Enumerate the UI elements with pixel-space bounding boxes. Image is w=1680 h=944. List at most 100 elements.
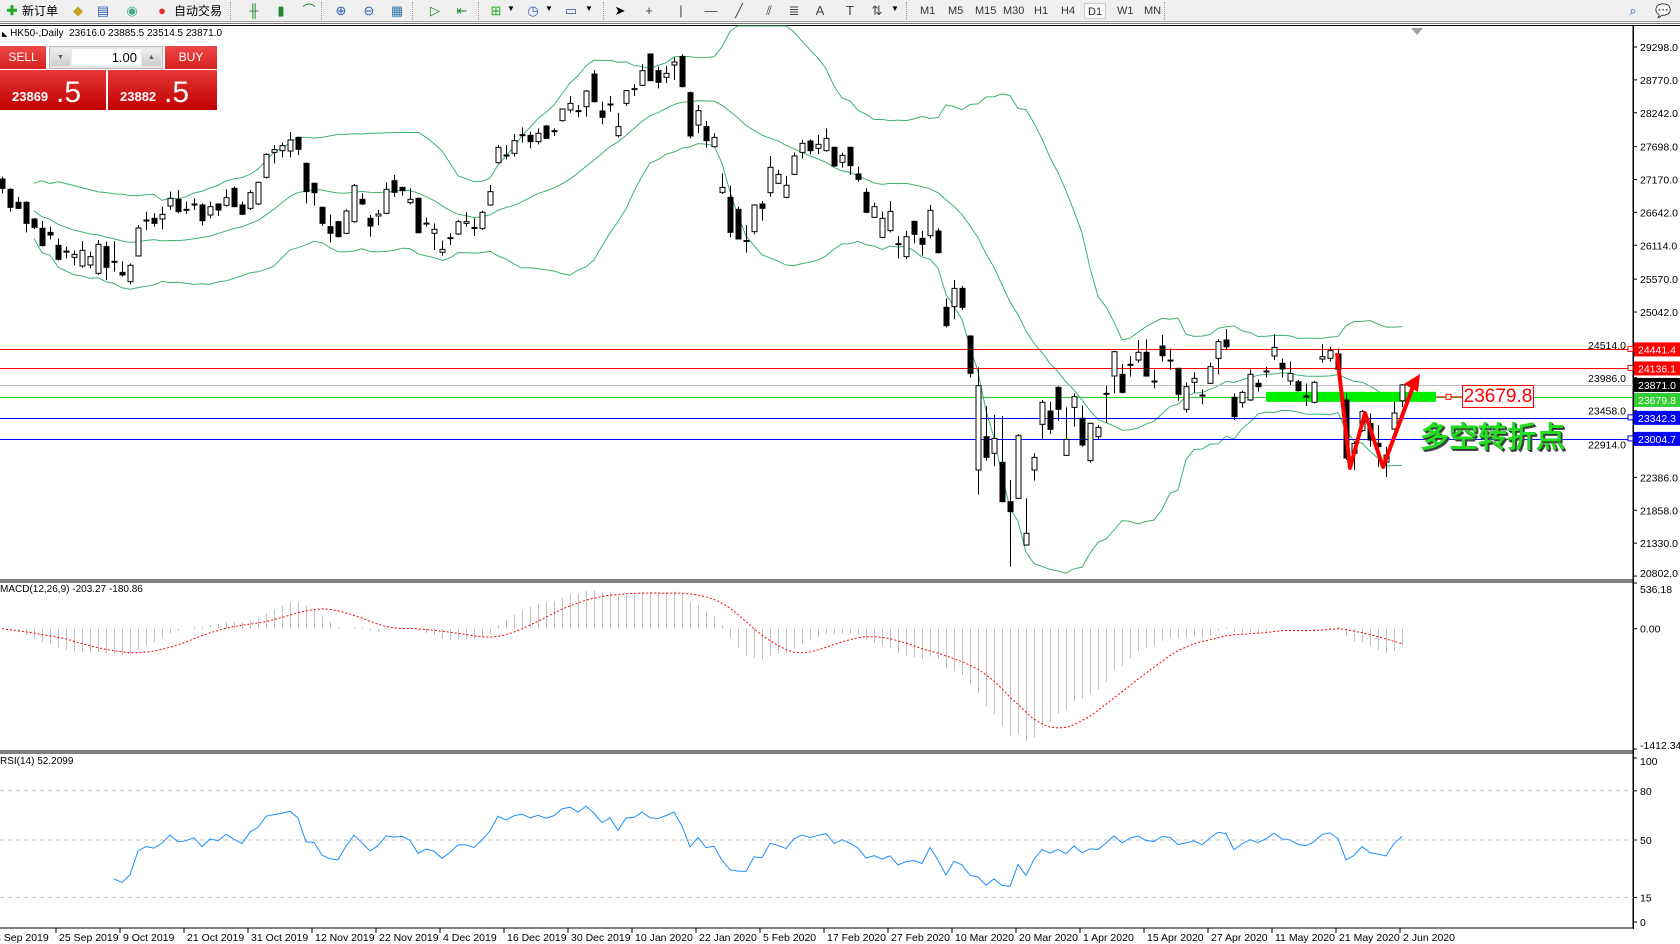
- candle-bullish: [1327, 350, 1334, 359]
- level-price-label[interactable]: 23679.8: [1462, 385, 1534, 408]
- lot-size-input[interactable]: 1.00: [72, 49, 141, 66]
- dropdown-arrow-icon[interactable]: ▼: [545, 4, 553, 13]
- increase-lot-button[interactable]: ▲: [142, 49, 161, 66]
- timeframe-m30[interactable]: M30: [1003, 5, 1025, 17]
- support-resistance-zone[interactable]: [1266, 391, 1436, 402]
- line-handle[interactable]: [1627, 345, 1634, 352]
- candle-bullish: [71, 253, 78, 258]
- timeframe-h1[interactable]: H1: [1034, 5, 1049, 17]
- price-tick-label: 21858.0: [1640, 505, 1678, 517]
- candle-bullish: [167, 197, 174, 207]
- line-chart-icon[interactable]: ⌒: [302, 3, 316, 18]
- fibonacci-icon[interactable]: ≣: [788, 3, 800, 18]
- chat-icon[interactable]: 💬: [1655, 3, 1672, 18]
- vertical-line-icon[interactable]: |: [679, 3, 683, 18]
- arrows-icon[interactable]: ⇅: [871, 3, 883, 18]
- timeframe-mn[interactable]: MN: [1144, 5, 1162, 17]
- dropdown-arrow-icon[interactable]: ▼: [891, 4, 899, 13]
- candle-bearish: [23, 201, 30, 224]
- templates-icon[interactable]: ▭: [564, 3, 578, 18]
- candlestick-icon[interactable]: ▮: [277, 3, 285, 18]
- turning-point-annotation[interactable]: 多空转折点: [1420, 420, 1566, 454]
- text-label-icon[interactable]: T: [846, 3, 854, 18]
- collapse-triangle-icon[interactable]: ◣: [2, 31, 8, 38]
- toolbar-separator: [412, 2, 414, 20]
- timeframe-w1[interactable]: W1: [1117, 5, 1134, 17]
- navigator-icon[interactable]: ▤: [96, 3, 110, 18]
- text-icon[interactable]: A: [815, 3, 825, 18]
- candle-bullish: [823, 137, 830, 152]
- indicators-icon[interactable]: ⊞: [490, 3, 502, 18]
- candle-bearish: [935, 230, 942, 254]
- price-tick-label: 26114.0: [1640, 240, 1677, 252]
- timeframe-m1[interactable]: M1: [920, 5, 936, 17]
- candle-bearish: [423, 222, 430, 225]
- toolbar-separator: [478, 2, 480, 20]
- timeframe-h4[interactable]: H4: [1061, 5, 1076, 17]
- periods-icon[interactable]: ◷: [527, 3, 539, 18]
- candle-bullish: [1111, 351, 1118, 377]
- macd-axis-label: 536.18: [1640, 584, 1672, 596]
- zoom-out-icon[interactable]: ⊖: [363, 3, 375, 18]
- chart-shift-marker-icon[interactable]: [1411, 28, 1423, 35]
- bar-chart-icon[interactable]: ╫: [249, 3, 259, 18]
- time-axis-label: 10 Mar 2020: [955, 932, 1014, 944]
- line-handle[interactable]: [1627, 364, 1634, 371]
- auto-trading-button[interactable]: 自动交易: [174, 4, 223, 18]
- candle-bullish: [1303, 395, 1310, 398]
- new-order-button[interactable]: 新订单: [22, 4, 59, 18]
- candle-bullish: [663, 72, 670, 78]
- label-anchor-handle[interactable]: [1445, 393, 1452, 400]
- candle-bullish: [767, 166, 774, 194]
- sell-button[interactable]: SELL: [0, 46, 46, 69]
- rsi-axis-label: 50: [1640, 835, 1652, 847]
- timeframe-m15[interactable]: M15: [975, 5, 997, 17]
- price-label-bg: [1634, 392, 1680, 407]
- sell-price-button[interactable]: 23869 .5: [0, 70, 106, 110]
- candle-bullish: [1319, 356, 1326, 360]
- candle-bullish: [1087, 422, 1094, 462]
- trendline-icon[interactable]: ╱: [735, 3, 743, 18]
- timeframe-m5[interactable]: M5: [948, 5, 964, 17]
- chart-shift-icon[interactable]: ⇤: [456, 3, 468, 18]
- candle-bullish: [711, 136, 718, 148]
- time-axis-label: 27 Feb 2020: [891, 932, 950, 944]
- buy-price-button[interactable]: 23882 .5: [108, 70, 217, 110]
- candle-bullish: [895, 243, 902, 246]
- timeframe-d1[interactable]: D1: [1084, 3, 1107, 19]
- new-order-icon[interactable]: ✚: [6, 3, 18, 18]
- one-click-trading-panel: SELL ▼ 1.00 ▲ BUY 23869 .5 23882 .5: [0, 46, 217, 110]
- candle-bearish: [1159, 345, 1166, 357]
- macd-label: MACD(12,26,9) -203.27 -180.86: [0, 584, 143, 595]
- candle-bullish: [1399, 384, 1406, 402]
- candle-bullish: [383, 188, 390, 214]
- dropdown-arrow-icon[interactable]: ▼: [585, 4, 593, 13]
- line-handle[interactable]: [1627, 414, 1634, 421]
- zoom-in-icon[interactable]: ⊕: [335, 3, 347, 18]
- candle-bearish: [1231, 396, 1238, 418]
- candle-bullish: [191, 203, 198, 206]
- candle-bearish: [471, 226, 478, 229]
- metaeditor-icon[interactable]: ◆: [73, 3, 83, 18]
- signals-icon[interactable]: ◉: [126, 3, 138, 18]
- lot-size-stepper[interactable]: ▼ 1.00 ▲: [49, 46, 163, 69]
- crosshair-icon[interactable]: +: [645, 3, 653, 18]
- decrease-lot-button[interactable]: ▼: [51, 49, 70, 66]
- candle-bullish: [1023, 532, 1030, 546]
- horizontal-line-icon[interactable]: —: [704, 3, 718, 18]
- candle-bearish: [55, 244, 62, 260]
- auto-scroll-icon[interactable]: ▷: [430, 3, 440, 18]
- equidistant-channel-icon[interactable]: ⫽: [766, 3, 772, 18]
- search-icon[interactable]: ⌕: [1629, 3, 1637, 18]
- tile-windows-icon[interactable]: ▦: [390, 3, 404, 18]
- auto-trading-icon[interactable]: ●: [158, 3, 166, 18]
- dropdown-arrow-icon[interactable]: ▼: [507, 4, 515, 13]
- candle-bullish: [495, 146, 502, 164]
- candle-bullish: [1031, 456, 1038, 471]
- line-handle[interactable]: [1627, 435, 1634, 442]
- cursor-icon[interactable]: ➤: [614, 3, 626, 18]
- candle-bullish: [351, 185, 358, 223]
- buy-button[interactable]: BUY: [165, 46, 217, 69]
- w-pattern-arrow[interactable]: [1335, 352, 1416, 470]
